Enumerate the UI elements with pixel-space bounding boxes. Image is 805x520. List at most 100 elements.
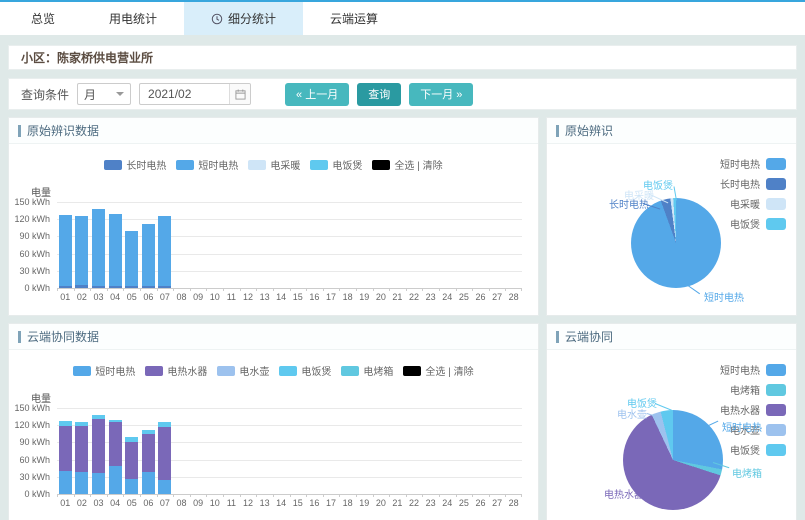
bar-segment-短时电热 — [141, 472, 155, 494]
legend-item-电饭煲[interactable]: 电饭煲 — [279, 363, 331, 378]
x-tick-label: 21 — [392, 498, 403, 508]
pie-label-短时电热: 短时电热 — [704, 293, 744, 304]
legend-swatch — [766, 403, 786, 416]
y-tick-label: 60 kWh — [19, 248, 50, 259]
x-tick-mark — [322, 494, 324, 497]
x-tick-mark — [422, 288, 424, 291]
bar-segment-电热水器 — [108, 422, 122, 467]
legend-swatch — [341, 365, 360, 376]
legend-item-电饭煲[interactable]: 电饭煲 — [720, 216, 786, 231]
raw-pie-chart: 短时电热 长时电热 电采暖 电饭煲 电饭煲 电采暖 长时电热 短时电热 — [547, 144, 796, 315]
legend-item-电热水器[interactable]: 电热水器 — [145, 363, 207, 378]
x-tick-mark — [106, 494, 108, 497]
legend-item-长时电热[interactable]: 长时电热 — [104, 157, 166, 172]
x-tick-label: 22 — [409, 292, 420, 302]
legend-item-短时电热[interactable]: 短时电热 — [73, 363, 135, 378]
tab-总览[interactable]: 总览 — [4, 2, 82, 35]
legend-label: 电饭煲 — [730, 446, 760, 457]
x-tick-mark — [140, 494, 142, 497]
gridline — [57, 270, 522, 272]
chevron-down-icon — [116, 92, 125, 100]
legend-item-电热水器[interactable]: 电热水器 — [720, 402, 786, 417]
x-tick-label: 17 — [325, 292, 336, 302]
legend-item-电饭煲[interactable]: 电饭煲 — [310, 157, 362, 172]
pie-chart[interactable] — [631, 198, 721, 288]
top-accent-line — [0, 0, 805, 2]
x-tick-mark — [521, 494, 522, 497]
search-button[interactable]: 查询 — [357, 82, 402, 106]
prev-month-button[interactable]: « 上一月 — [285, 82, 350, 106]
x-tick-label: 04 — [110, 292, 121, 302]
x-tick-mark — [189, 288, 191, 291]
pie-chart[interactable] — [623, 410, 723, 510]
tab-细分统计[interactable]: 细分统计 — [184, 2, 304, 35]
legend-item-短时电热[interactable]: 短时电热 — [720, 156, 786, 171]
legend-item-长时电热[interactable]: 长时电热 — [720, 176, 786, 191]
legend-item-短时电热[interactable]: 短时电热 — [176, 157, 238, 172]
calendar-icon[interactable] — [229, 84, 251, 104]
x-tick-label: 01 — [60, 292, 71, 302]
bar-segment-短时电热 — [75, 215, 89, 286]
pie-legend: 短时电热长时电热电采暖电饭煲 — [720, 156, 786, 236]
x-tick-mark — [405, 494, 407, 497]
tab-云端运算[interactable]: 云端运算 — [303, 2, 405, 35]
legend-item-全选 | 清除[interactable]: 全选 | 清除 — [372, 157, 443, 172]
x-tick-label: 12 — [242, 498, 253, 508]
x-tick-label: 06 — [143, 498, 154, 508]
x-tick-mark — [206, 494, 208, 497]
legend-swatch — [766, 443, 786, 456]
bar-segment-长时电热 — [108, 285, 122, 288]
x-tick-label: 07 — [159, 292, 170, 302]
legend-item-全选 | 清除[interactable]: 全选 | 清除 — [403, 363, 474, 378]
legend-item-电水壶[interactable]: 电水壶 — [720, 422, 786, 437]
legend-swatch — [766, 177, 786, 190]
x-tick-mark — [455, 288, 457, 291]
date-input[interactable]: 2021/02 — [139, 83, 252, 105]
legend-item-电烤箱[interactable]: 电烤箱 — [720, 382, 786, 397]
tab-用电统计[interactable]: 用电统计 — [82, 2, 184, 35]
legend-label: 短时电热 — [720, 366, 760, 377]
x-tick-mark — [239, 494, 241, 497]
panel-title: 云端协同数据 — [27, 330, 100, 344]
legend-swatch — [279, 365, 298, 376]
x-tick-mark — [306, 494, 308, 497]
x-tick-label: 16 — [309, 498, 320, 508]
legend-label: 电饭煲 — [730, 220, 760, 231]
legend-swatch — [217, 365, 236, 376]
bar-segment-长时电热 — [158, 285, 172, 288]
x-tick-mark — [173, 494, 175, 497]
y-tick-label: 30 kWh — [19, 471, 50, 482]
x-tick-label: 03 — [93, 292, 104, 302]
next-month-button[interactable]: 下一月 » — [409, 82, 474, 106]
legend-swatch — [145, 365, 164, 376]
period-select[interactable]: 月 — [77, 83, 132, 105]
x-tick-label: 23 — [425, 292, 436, 302]
title-accent-bar — [556, 124, 559, 137]
legend-label: 电采暖 — [730, 200, 760, 211]
bar-segment-短时电热 — [58, 471, 72, 494]
bar-segment-电热水器 — [141, 434, 155, 473]
legend-item-电采暖[interactable]: 电采暖 — [248, 157, 300, 172]
legend-swatch — [104, 159, 123, 170]
x-tick-mark — [355, 494, 357, 497]
legend-item-电水壶[interactable]: 电水壶 — [217, 363, 269, 378]
x-tick-label: 12 — [242, 292, 253, 302]
x-tick-mark — [372, 288, 374, 291]
x-tick-mark — [123, 288, 125, 291]
pie-label-line — [654, 403, 672, 411]
panel-title: 原始辨识数据 — [27, 124, 100, 138]
x-tick-mark — [156, 494, 158, 497]
legend-item-短时电热[interactable]: 短时电热 — [720, 362, 786, 377]
title-accent-bar — [18, 124, 21, 137]
bar-segment-电饭煲 — [75, 421, 89, 426]
clock-icon — [211, 13, 223, 25]
legend-label: 电热水器 — [720, 406, 760, 417]
legend-item-电采暖[interactable]: 电采暖 — [720, 196, 786, 211]
x-tick-mark — [505, 288, 507, 291]
cloud-pie-chart: 短时电热 电烤箱 电热水器 电水壶 电饭煲 电饭煲 电水壶 短时电热 电烤箱 电热水器 — [547, 350, 796, 520]
y-axis: 150 kWh 120 kWh 90 kWh 60 kWh 30 kWh 0 kWh — [9, 403, 55, 499]
plot-area: 01 02 03 04 05 06 07 08 09 10 11 12 13 14 15 16 17 18 19 20… — [57, 408, 522, 508]
legend-item-电饭煲[interactable]: 电饭煲 — [720, 442, 786, 457]
x-tick-mark — [256, 288, 258, 291]
legend-item-电烤箱[interactable]: 电烤箱 — [341, 363, 393, 378]
